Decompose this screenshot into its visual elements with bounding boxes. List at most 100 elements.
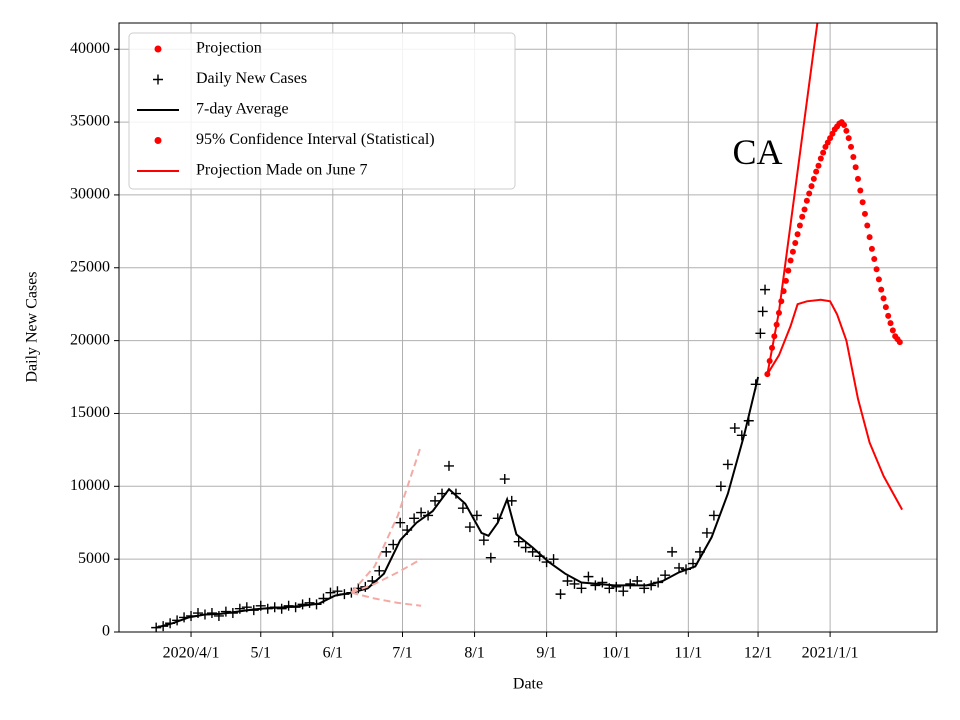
y-tick-label: 15000 <box>70 404 110 421</box>
projection-dot <box>882 304 889 311</box>
case-marker <box>736 430 747 441</box>
projection-dot <box>785 267 792 274</box>
projection-dot <box>864 222 871 229</box>
projection-dot <box>794 231 801 238</box>
projection-dot <box>808 183 815 190</box>
projection-dot <box>878 286 885 293</box>
projection-dot <box>873 266 880 273</box>
projection-dot <box>787 257 794 264</box>
case-marker <box>381 546 392 557</box>
x-tick-label: 2020/4/1 <box>163 645 220 662</box>
case-marker <box>520 542 531 553</box>
case-marker <box>499 474 510 485</box>
x-tick-label: 9/1 <box>536 645 556 662</box>
projection-dot <box>896 339 903 346</box>
projection-dot <box>806 190 813 197</box>
legend-marker <box>153 74 163 85</box>
legend-label: Projection <box>196 40 262 57</box>
legend-label: 95% Confidence Interval (Statistical) <box>196 131 435 148</box>
series-line <box>766 23 819 375</box>
legend-label: Daily New Cases <box>196 70 307 87</box>
case-marker <box>409 513 420 524</box>
projection-dot <box>885 312 892 319</box>
case-marker <box>611 581 622 592</box>
projection-dot <box>854 175 861 182</box>
case-marker <box>708 510 719 521</box>
legend: Projection Daily New Cases 7-day Average 95… <box>128 32 516 190</box>
case-marker <box>755 328 766 339</box>
projection-dot <box>801 206 808 213</box>
x-axis-label: Date <box>513 676 543 693</box>
case-marker <box>597 577 608 588</box>
legend-box <box>128 32 516 190</box>
projection-dot <box>817 155 824 162</box>
legend-marker <box>154 45 162 53</box>
series-line <box>350 445 423 594</box>
y-tick-label: 40000 <box>70 40 110 57</box>
case-marker <box>618 586 629 597</box>
case-marker <box>325 587 336 598</box>
case-marker <box>760 284 771 295</box>
x-tick-label: 7/1 <box>392 645 412 662</box>
x-tick-label: 5/1 <box>251 645 271 662</box>
case-marker <box>388 539 399 550</box>
case-marker <box>430 495 441 506</box>
case-marker <box>416 507 427 518</box>
projection-dot <box>841 121 848 128</box>
y-tick-label: 5000 <box>78 550 110 567</box>
projection-dot <box>852 164 859 171</box>
y-tick-label: 10000 <box>70 477 110 494</box>
projection-dot <box>796 222 803 229</box>
x-tick-label: 11/1 <box>674 645 702 662</box>
y-tick-label: 0 <box>102 623 110 640</box>
x-tick-label: 12/1 <box>744 645 772 662</box>
case-marker <box>213 610 224 621</box>
projection-dot <box>861 210 868 217</box>
case-marker <box>583 571 594 582</box>
y-axis-label: Daily New Cases <box>24 271 41 382</box>
projection-dot <box>820 149 827 156</box>
x-tick-label: 6/1 <box>323 645 343 662</box>
case-marker <box>562 576 573 587</box>
projection-dot <box>813 168 820 175</box>
projection-dot <box>866 234 873 241</box>
legend-marker <box>154 137 162 144</box>
case-marker <box>674 562 685 573</box>
x-tick-label: 8/1 <box>464 645 484 662</box>
projection-dot <box>857 187 864 194</box>
projection-dot <box>875 276 882 283</box>
case-marker <box>632 576 643 587</box>
case-marker <box>569 578 580 589</box>
case-marker <box>374 565 385 576</box>
x-tick-label: 2021/1/1 <box>802 645 859 662</box>
case-marker <box>555 589 566 600</box>
projection-dot <box>868 245 875 252</box>
plot-area <box>151 23 903 632</box>
y-tick-label: 25000 <box>70 258 110 275</box>
series-line <box>351 558 422 594</box>
projection-dot <box>889 327 896 334</box>
x-tick-label: 10/1 <box>602 645 630 662</box>
projection-dot <box>848 143 855 150</box>
case-marker <box>478 535 489 546</box>
legend-label: 7-day Average <box>196 101 289 118</box>
series-line <box>351 591 422 607</box>
case-marker <box>276 603 287 614</box>
case-marker <box>471 510 482 521</box>
case-marker <box>548 554 559 565</box>
case-marker <box>457 503 468 514</box>
case-marker <box>443 460 454 471</box>
projection-dot <box>871 256 878 263</box>
case-marker <box>625 578 636 589</box>
projection-dot <box>799 213 806 220</box>
case-marker <box>660 570 671 581</box>
case-marker <box>590 580 601 591</box>
case-marker <box>722 459 733 470</box>
case-marker <box>667 546 678 557</box>
projection-dot <box>803 197 810 204</box>
projection-dot <box>859 199 866 206</box>
y-tick-label: 35000 <box>70 113 110 130</box>
case-marker <box>701 527 712 538</box>
projection-dot <box>815 162 822 169</box>
